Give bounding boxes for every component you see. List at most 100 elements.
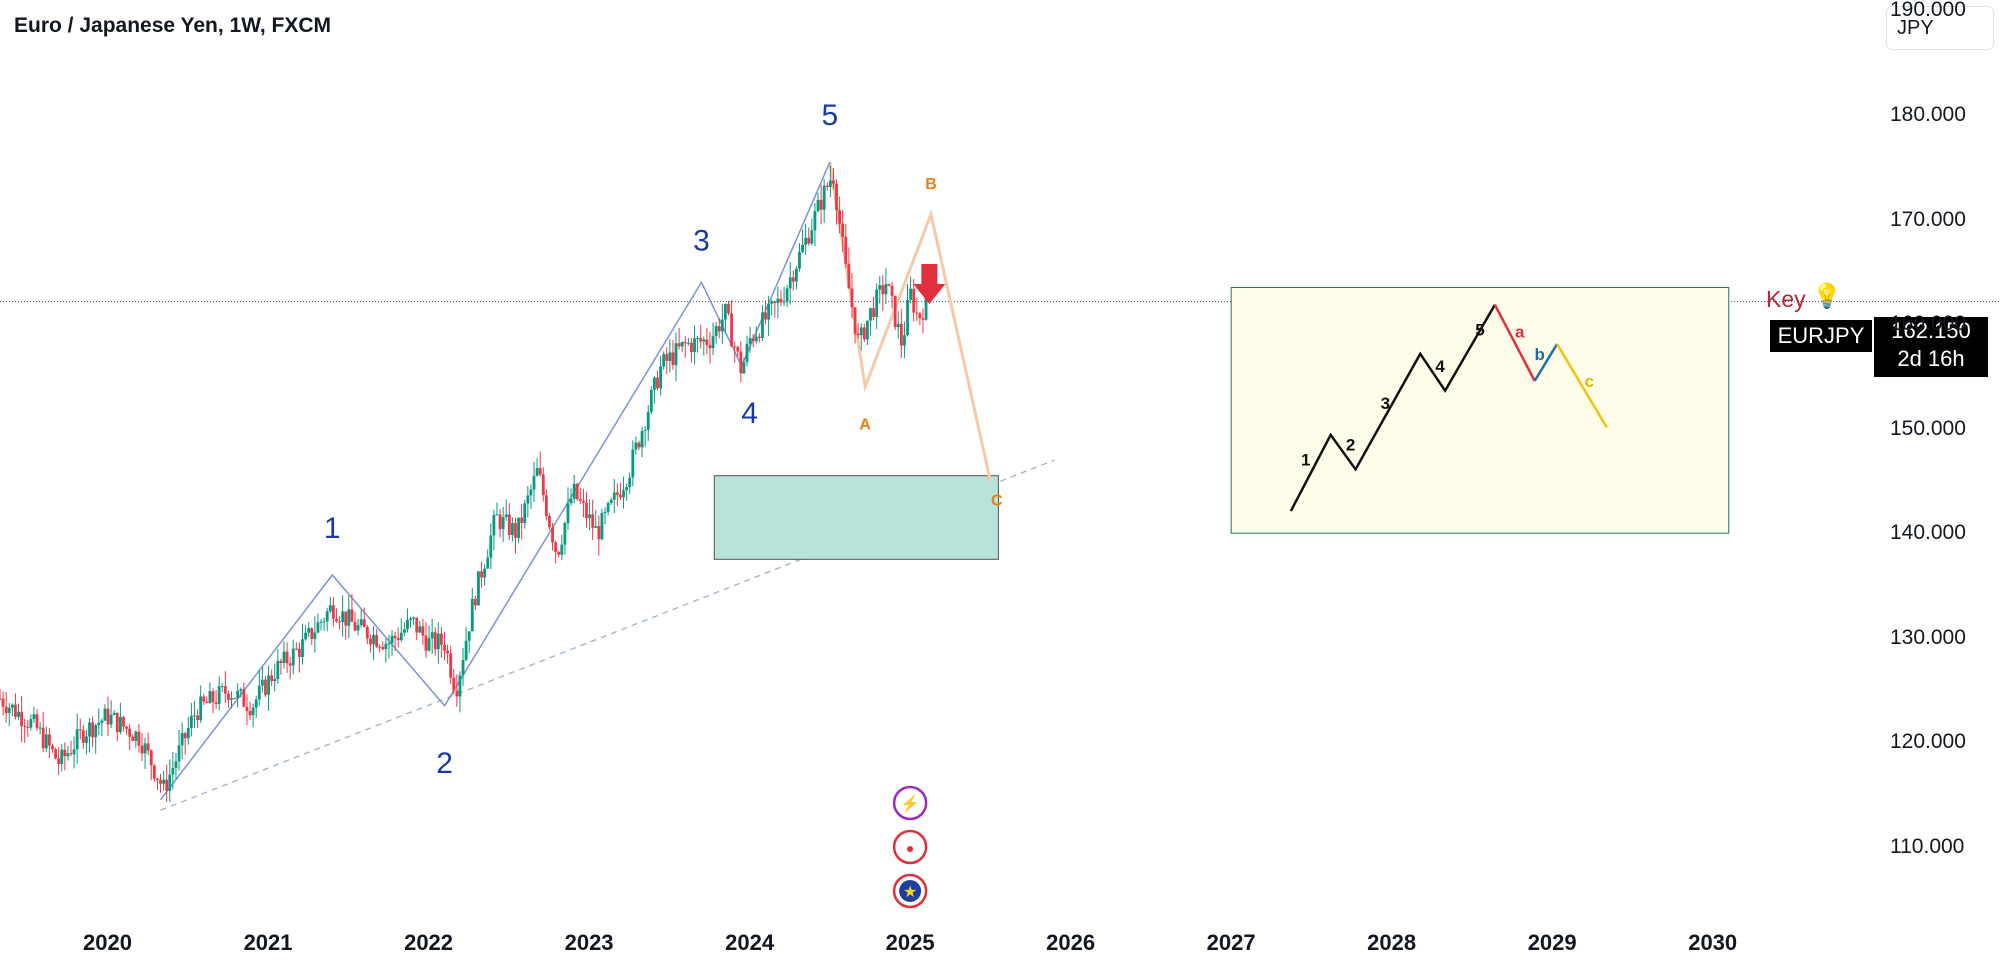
candle-body: [754, 336, 758, 342]
candle-body: [486, 557, 490, 569]
candle-body: [705, 339, 709, 346]
candle-body: [844, 236, 848, 264]
candle-body: [686, 342, 690, 344]
candle-body: [906, 299, 909, 336]
candle-body: [511, 523, 514, 535]
candle-body: [909, 288, 913, 300]
candle-body: [464, 640, 468, 660]
x-tick-label: 2027: [1206, 930, 1256, 955]
candle-body: [298, 648, 301, 658]
candle-body: [541, 474, 545, 496]
candle-body: [331, 605, 335, 619]
candle-body: [591, 514, 595, 528]
candle-body: [137, 731, 141, 746]
countdown: 2d 16h: [1897, 346, 1965, 371]
candle-body: [915, 312, 919, 314]
candle-body: [406, 620, 409, 630]
candle-body: [316, 622, 320, 633]
candle-body: [856, 333, 860, 336]
candle-body: [594, 526, 598, 528]
candle-body: [702, 339, 706, 342]
candle-body: [159, 780, 162, 784]
candle-body: [727, 303, 730, 314]
candle-body: [427, 638, 431, 651]
candle-body: [832, 180, 835, 184]
candle-body: [526, 495, 530, 504]
candle-body: [600, 513, 604, 540]
candle-body: [653, 377, 656, 390]
candle-body: [1, 698, 5, 707]
candle-body: [597, 526, 601, 540]
y-tick-label: 180.000: [1890, 103, 1966, 126]
candle-body: [452, 677, 456, 691]
candle-body: [146, 743, 150, 751]
candle-body: [588, 514, 591, 519]
candle-body: [507, 514, 511, 535]
symbol-label: EURJPY: [1770, 320, 1872, 352]
candle-body: [714, 326, 718, 337]
candle-body: [205, 701, 209, 704]
candle-body: [646, 411, 650, 431]
candle-body: [628, 477, 632, 488]
candle-body: [742, 362, 746, 374]
candle-body: [683, 341, 687, 344]
candle-body: [402, 629, 406, 633]
candle-body: [470, 598, 474, 632]
candle-body: [674, 343, 678, 366]
candle-body: [637, 442, 641, 448]
candle-body: [14, 704, 17, 717]
candle-body: [421, 626, 425, 636]
candle-body: [122, 716, 125, 727]
candle-body: [276, 660, 280, 679]
x-tick-label: 2022: [404, 930, 454, 955]
last-price-label: 162.150 2d 16h: [1874, 317, 1988, 377]
candle-body: [208, 691, 212, 704]
candle-body: [328, 605, 332, 612]
candle-body: [227, 693, 230, 700]
candle-body: [260, 679, 264, 686]
candle-body: [563, 522, 567, 545]
candle-body: [291, 648, 295, 666]
y-tick-label: 140.000: [1890, 521, 1966, 545]
candle-body: [841, 223, 845, 237]
sell-arrow-icon: [913, 263, 946, 304]
candle-body: [288, 663, 292, 666]
candle-body: [847, 263, 851, 289]
candle-body: [912, 288, 916, 313]
candle-body: [529, 489, 533, 496]
candle-body: [693, 338, 696, 352]
candle-body: [477, 571, 480, 606]
legend-path-b: [1533, 343, 1559, 382]
candle-body: [878, 285, 882, 290]
candle-body: [23, 725, 27, 727]
candle-body: [310, 628, 314, 639]
candle-body: [325, 611, 329, 622]
y-tick-label: 120.000: [1890, 730, 1966, 754]
candle-body: [739, 351, 743, 374]
candle-body: [270, 675, 274, 681]
correction-label-C: C: [991, 493, 1003, 510]
candle-body: [736, 347, 740, 352]
candle-body: [458, 675, 462, 697]
candle-body: [708, 345, 712, 349]
legend-label-1: 1: [1301, 450, 1310, 469]
candle-body: [807, 237, 811, 244]
candle-body: [81, 730, 85, 743]
candle-body: [680, 341, 684, 347]
candle-body: [189, 716, 193, 729]
candle-body: [220, 686, 224, 688]
candle-body: [816, 199, 820, 212]
candle-body: [412, 617, 416, 619]
candle-body: [338, 621, 341, 623]
candle-body: [634, 442, 638, 450]
candle-body: [557, 551, 561, 555]
candle-body: [78, 729, 82, 731]
wave-label-3: 3: [693, 224, 710, 257]
candle-body: [156, 778, 159, 781]
candle-body: [668, 352, 672, 361]
x-tick-label: 2024: [725, 930, 775, 955]
candle-body: [720, 319, 724, 332]
candle-body: [622, 490, 625, 498]
currency-button[interactable]: JPY: [1886, 6, 1994, 50]
